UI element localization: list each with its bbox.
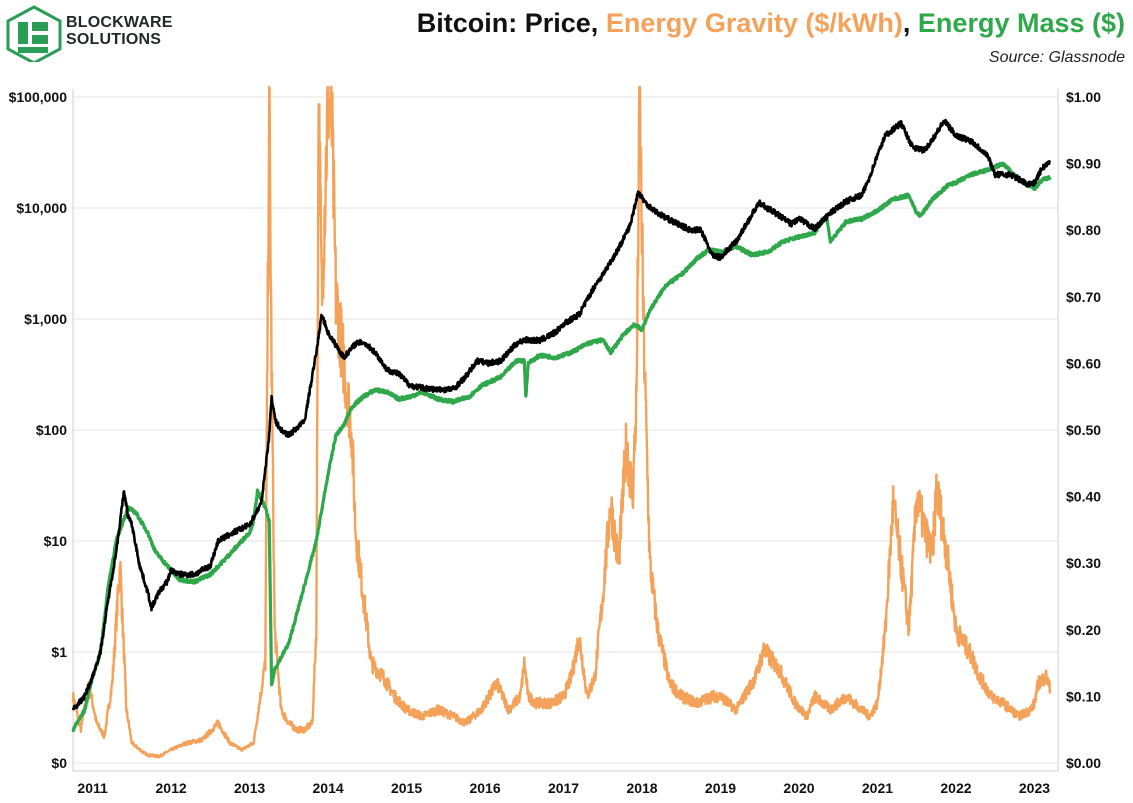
logo-block-icon <box>18 22 28 44</box>
right-tick-label: $0.60 <box>1066 355 1101 371</box>
left-tick-label: $0 <box>51 755 67 771</box>
left-tick-label: $100,000 <box>9 89 68 105</box>
title-sep-2: , <box>902 8 918 38</box>
logo-line-1: BLOCKWARE <box>66 14 173 31</box>
price-line <box>71 118 1052 711</box>
right-tick-label: $0.90 <box>1066 156 1101 172</box>
chart-source: Source: Glassnode <box>988 49 1125 66</box>
title-sep-1: , <box>590 8 606 38</box>
x-tick-label: 2012 <box>156 780 187 796</box>
chart-title: Bitcoin: Price, Energy Gravity ($/kWh), … <box>417 8 1125 39</box>
left-tick-label: $100 <box>36 422 67 438</box>
energy-mass-line <box>71 161 1052 733</box>
right-tick-label: $0.30 <box>1066 555 1101 571</box>
right-tick-label: $0.70 <box>1066 289 1101 305</box>
x-axis-ticks: 2011 2012 2013 2014 2015 2016 2017 2018 2019 2020… <box>77 780 1050 796</box>
right-tick-label: $0.00 <box>1066 755 1101 771</box>
right-axis-ticks: $0.00 $0.10 $0.20 $0.30 $0.40 $0.50 $0.60 $0.70… <box>1066 89 1101 771</box>
right-tick-label: $0.50 <box>1066 422 1101 438</box>
left-tick-label: $10 <box>44 533 68 549</box>
price-series <box>71 118 1052 711</box>
logo-wordmark: BLOCKWARE SOLUTIONS <box>66 14 173 48</box>
title-price: Bitcoin: Price <box>416 8 591 38</box>
energy-gravity-series <box>71 85 1052 759</box>
plot-frame <box>72 89 1059 772</box>
x-tick-label: 2018 <box>626 780 657 796</box>
x-tick-label: 2013 <box>234 780 265 796</box>
right-tick-label: $0.20 <box>1066 622 1101 638</box>
title-energy-mass: Energy Mass ($) <box>917 8 1125 38</box>
x-tick-label: 2021 <box>862 780 893 796</box>
left-tick-label: $10,000 <box>16 200 67 216</box>
right-tick-label: $0.40 <box>1066 489 1101 505</box>
energy-gravity-line <box>71 85 1052 759</box>
x-tick-label: 2014 <box>313 780 344 796</box>
right-tick-label: $0.10 <box>1066 688 1101 704</box>
x-tick-label: 2011 <box>77 780 108 796</box>
x-tick-label: 2023 <box>1019 780 1050 796</box>
left-tick-label: $1,000 <box>24 311 67 327</box>
x-tick-label: 2019 <box>705 780 736 796</box>
x-tick-label: 2015 <box>391 780 422 796</box>
energy-mass-series <box>71 161 1052 733</box>
right-tick-label: $0.80 <box>1066 222 1101 238</box>
blockware-logo <box>6 5 62 62</box>
x-tick-label: 2017 <box>548 780 579 796</box>
left-tick-label: $1 <box>51 644 67 660</box>
x-tick-label: 2022 <box>940 780 971 796</box>
x-tick-label: 2020 <box>783 780 814 796</box>
title-energy-gravity: Energy Gravity ($/kWh) <box>605 8 903 38</box>
right-tick-label: $1.00 <box>1066 89 1101 105</box>
logo-line-2: SOLUTIONS <box>66 31 162 48</box>
x-tick-label: 2016 <box>469 780 500 796</box>
left-axis-ticks: $0 $1 $10 $100 $1,000 $10,000 $100,000 <box>9 89 68 771</box>
